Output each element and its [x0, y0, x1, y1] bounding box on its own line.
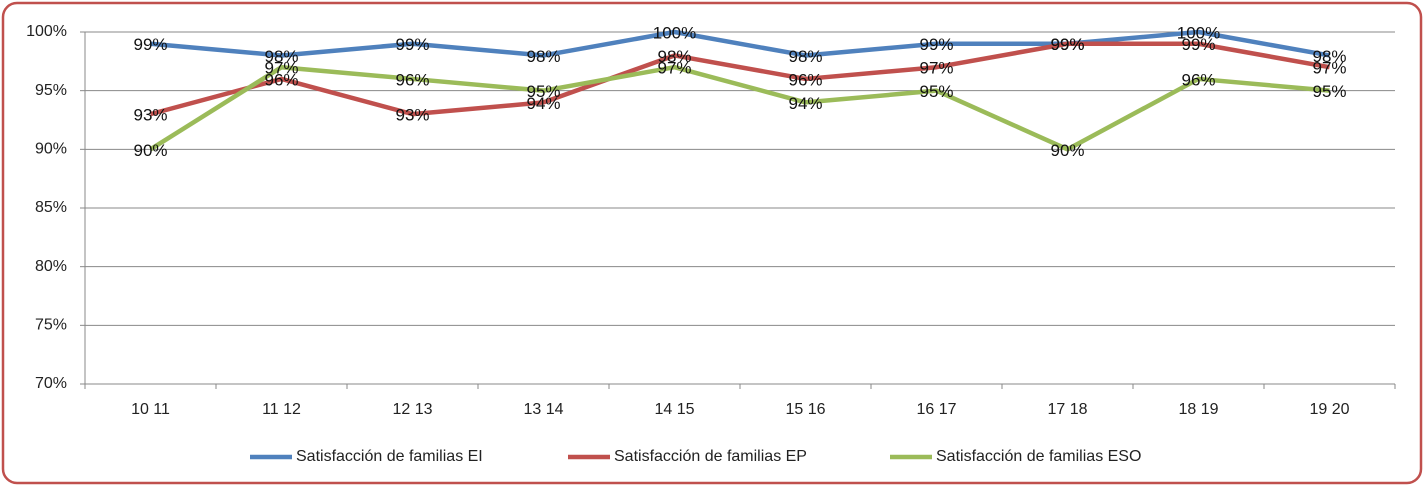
data-label: 98% — [1312, 47, 1346, 66]
x-tick-label: 14 15 — [654, 401, 694, 418]
data-label: 98% — [788, 47, 822, 66]
data-label: 94% — [526, 94, 560, 113]
data-label: 97% — [264, 59, 298, 78]
legend-label: Satisfacción de familias EI — [296, 448, 483, 465]
data-label: 90% — [1050, 141, 1084, 160]
data-label: 99% — [1050, 35, 1084, 54]
data-label: 95% — [526, 82, 560, 101]
data-label: 99% — [1181, 35, 1215, 54]
y-tick-label: 100% — [26, 23, 67, 40]
series-line — [150, 29, 1330, 58]
data-label: 96% — [788, 70, 822, 89]
x-tick-label: 11 12 — [262, 401, 301, 418]
legend-label: Satisfacción de familias EP — [614, 448, 807, 465]
data-label: 100% — [1177, 23, 1220, 42]
data-label: 98% — [657, 47, 691, 66]
x-tick-label: 19 20 — [1309, 401, 1349, 418]
x-tick-label: 12 13 — [392, 401, 432, 418]
x-tick-label: 15 16 — [785, 401, 825, 418]
data-label: 96% — [395, 70, 429, 89]
y-tick-label: 95% — [35, 82, 67, 99]
data-label: 100% — [653, 23, 696, 42]
y-tick-label: 90% — [35, 141, 67, 158]
data-label: 94% — [788, 94, 822, 113]
x-tick-label: 10 11 — [131, 401, 170, 418]
data-label: 95% — [1312, 82, 1346, 101]
data-label: 97% — [919, 59, 953, 78]
y-tick-label: 70% — [35, 375, 67, 392]
data-label: 99% — [919, 35, 953, 54]
x-tick-label: 17 18 — [1047, 401, 1087, 418]
data-label: 97% — [657, 59, 691, 78]
data-label: 99% — [395, 35, 429, 54]
legend-label: Satisfacción de familias ESO — [936, 448, 1141, 465]
data-label: 96% — [1181, 70, 1215, 89]
data-label: 98% — [526, 47, 560, 66]
data-label: 99% — [1050, 35, 1084, 54]
x-tick-label: 13 14 — [523, 401, 563, 418]
x-tick-label: 18 19 — [1178, 401, 1218, 418]
data-label: 98% — [264, 47, 298, 66]
series-line — [149, 64, 1330, 152]
data-label: 93% — [133, 106, 167, 125]
series-line — [149, 41, 1330, 117]
y-tick-label: 85% — [35, 199, 67, 216]
data-label: 90% — [133, 141, 167, 160]
x-tick-label: 16 17 — [916, 401, 956, 418]
data-label: 96% — [264, 70, 298, 89]
data-label: 99% — [133, 35, 167, 54]
data-label: 95% — [919, 82, 953, 101]
y-tick-label: 80% — [35, 258, 67, 275]
data-label: 93% — [395, 106, 429, 125]
data-label: 97% — [1312, 59, 1346, 78]
y-tick-label: 75% — [35, 317, 67, 334]
